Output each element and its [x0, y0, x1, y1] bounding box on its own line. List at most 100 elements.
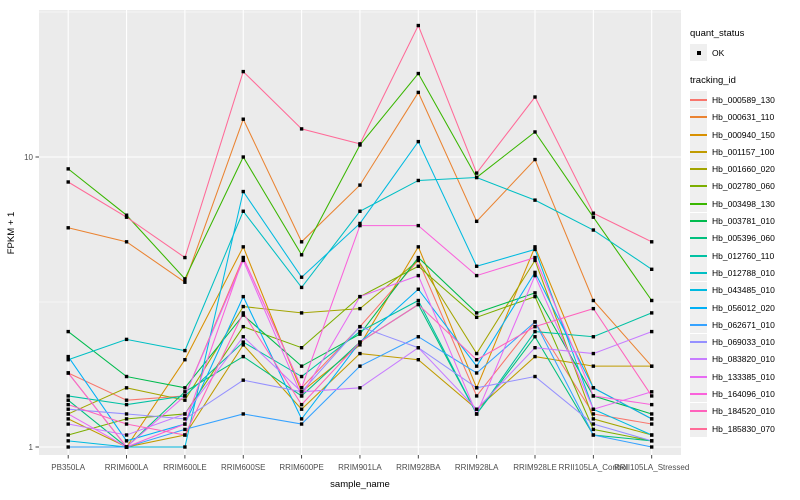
data-point [533, 374, 537, 379]
legend-item-quant-ok: OK [690, 44, 800, 62]
data-point [124, 422, 129, 426]
legend-item-Hb_043485_010: Hb_043485_010 [690, 281, 800, 299]
data-point [474, 264, 479, 268]
x-tick-label: RRIM928LE [513, 463, 557, 472]
legend-key-swatch [690, 385, 707, 403]
legend-key-swatch [690, 281, 707, 299]
legend-item-Hb_133385_010: Hb_133385_010 [690, 368, 800, 386]
legend-key-swatch [690, 247, 707, 265]
legend-item-Hb_164096_010: Hb_164096_010 [690, 385, 800, 403]
legend-title-quant-status: quant_status [690, 28, 745, 39]
data-point [416, 223, 420, 228]
legend-item-label: Hb_001157_100 [712, 146, 775, 157]
data-point [66, 402, 70, 407]
legend-key-swatch [690, 177, 707, 195]
data-point [533, 130, 537, 134]
legend-key-swatch [690, 108, 707, 126]
data-point [241, 189, 245, 194]
data-point [241, 209, 245, 213]
data-point [650, 394, 654, 398]
data-point [591, 228, 596, 232]
legend-tracking-entries: Hb_000589_130 Hb_000631_110 Hb_000940_150 H… [690, 91, 800, 438]
data-point [124, 445, 129, 449]
legend-key-swatch [690, 91, 707, 109]
data-point [533, 247, 537, 252]
data-point [533, 245, 537, 249]
data-point [591, 412, 596, 416]
data-point [124, 402, 129, 407]
data-point [474, 273, 479, 278]
data-point [416, 335, 420, 339]
data-point [650, 412, 654, 416]
data-point [241, 313, 245, 317]
legend-line-icon [690, 289, 707, 292]
legend-item-Hb_003781_010: Hb_003781_010 [690, 212, 800, 230]
legend-item-label: Hb_083820_010 [712, 354, 775, 365]
legend-item-label: Hb_185830_070 [712, 423, 775, 434]
data-point [183, 386, 187, 390]
data-point [416, 358, 420, 362]
data-point [358, 364, 362, 368]
data-point [241, 311, 245, 315]
data-point [183, 398, 187, 402]
data-point [416, 345, 420, 350]
data-point [416, 245, 420, 249]
data-point [66, 439, 70, 443]
data-point [650, 298, 654, 303]
data-point [650, 439, 654, 443]
data-point [183, 277, 187, 281]
data-point [358, 329, 362, 334]
data-point [474, 311, 479, 315]
data-point [416, 90, 420, 95]
gridlines-major [39, 10, 681, 455]
data-point [650, 311, 654, 315]
data-point [299, 394, 304, 398]
data-point [124, 412, 129, 416]
legend-line-icon [690, 168, 707, 171]
x-tick-label: RRIM600LE [163, 463, 207, 472]
data-point [66, 394, 70, 398]
legend-item-label: Hb_164096_010 [712, 388, 775, 399]
data-point [66, 407, 70, 411]
data-point [66, 371, 70, 375]
data-point [533, 255, 537, 260]
data-point [591, 335, 596, 339]
data-point [533, 335, 537, 339]
data-point [591, 215, 596, 219]
data-point [533, 324, 537, 329]
data-point [416, 298, 420, 303]
legend-line-icon [690, 116, 707, 119]
data-point [183, 255, 187, 260]
data-point [241, 69, 245, 74]
data-point [474, 351, 479, 356]
x-axis-tick-labels: PB350LA RRIM600LA RRIM600LE RRIM600SE RRIM60… [51, 463, 689, 472]
data-point [416, 255, 420, 260]
data-point [66, 433, 70, 437]
data-point [66, 398, 70, 402]
data-point [241, 117, 245, 121]
legend-item-label: OK [712, 47, 725, 58]
data-point [299, 422, 304, 426]
data-point [650, 422, 654, 426]
data-point [183, 412, 187, 416]
data-point [241, 335, 245, 339]
legend-item-label: Hb_000589_130 [712, 94, 775, 105]
legend-line-icon [690, 392, 707, 395]
legend-item-label: Hb_069033_010 [712, 337, 775, 348]
data-point [358, 343, 362, 347]
data-point [416, 23, 420, 28]
data-point [241, 324, 245, 329]
data-point [533, 294, 537, 299]
data-point [474, 315, 479, 320]
data-point [358, 294, 362, 299]
legend-line-icon [690, 254, 707, 257]
data-point [241, 155, 245, 159]
data-point [66, 180, 70, 184]
data-point [416, 287, 420, 291]
data-point [533, 291, 537, 295]
data-point [474, 358, 479, 362]
data-point [66, 422, 70, 426]
legend-item-label: Hb_012760_110 [712, 250, 775, 261]
legend-item-label: Hb_001660_020 [712, 164, 775, 175]
